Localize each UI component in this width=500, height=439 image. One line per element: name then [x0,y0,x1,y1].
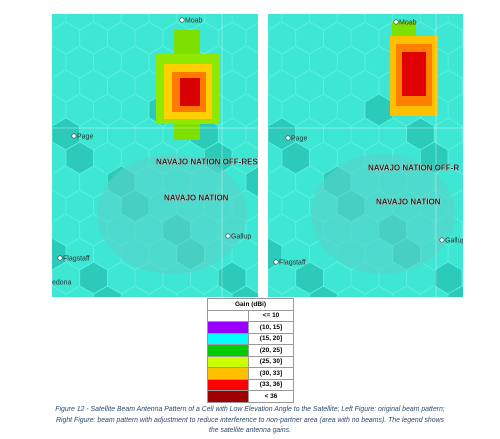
legend-label: (10, 15] [248,321,294,334]
region-label: NAVAJO NATION [376,198,441,207]
hex-cell [245,262,258,294]
hex-cell [461,268,463,288]
caption-line: the satellite antenna gains. [209,427,291,434]
hex-cell [245,118,258,150]
city-dot [285,135,291,141]
legend-title: Gain (dBi) [207,298,294,311]
caption-line: Right Figure: beam pattern with adjustme… [56,416,444,424]
city-label: Page [77,134,93,141]
hex-cell [245,22,258,54]
city-dot [57,255,63,261]
hex-cell [231,285,258,297]
map-right: Moab Page NAVAJO NATION OFF-R NAVAJO NATION… [268,14,463,297]
legend-swatch [207,344,249,357]
hex-cell [447,285,463,297]
city-label: Gallup [445,238,463,245]
hex-cell [461,220,463,240]
caption-line: Figure 12 - Satellite Beam Antenna Patte… [55,406,445,413]
city-dot [71,133,77,139]
city-dot [439,237,445,243]
legend-label: (33, 36] [248,378,294,391]
city-dot [273,259,279,265]
legend-swatch [207,390,249,403]
legend-label: <= 10 [248,309,294,322]
legend-swatch [207,367,249,380]
legend-swatch [207,378,249,391]
city-dot [225,233,231,239]
city-label: Flagstaff [63,256,90,263]
legend-swatch [207,321,249,334]
map-left: Moab Page NAVAJO NATION OFF-RES NAVAJO NATI… [52,14,258,297]
hex-cell [245,166,258,198]
legend-label: < 36 [248,390,294,403]
region-label: NAVAJO NATION OFF-R [368,164,459,173]
region-label: NAVAJO NATION OFF-RES [156,158,258,167]
hex-cell [461,172,463,192]
legend: Gain (dBi) <= 10 (10, 15] (15, 20] (20, 25]… [207,298,294,403]
city-dot [179,17,185,23]
city-label: Moab [185,18,203,25]
city-label: Gallup [231,234,251,241]
city-label: Page [291,136,307,143]
city-label: Moab [399,20,417,27]
legend-swatch [207,355,249,368]
city-dot [393,19,399,25]
legend-label: (15, 20] [248,332,294,345]
hex-cell [461,124,463,144]
city-label: edona [52,280,72,287]
region-label: NAVAJO NATION [164,194,229,203]
legend-label: (30, 33] [248,367,294,380]
city-label: Flagstaff [279,260,306,267]
legend-label: (25, 30] [248,355,294,368]
legend-label: (20, 25] [248,344,294,357]
caption: Figure 12 - Satellite Beam Antenna Patte… [0,405,500,437]
hex-cell [461,76,463,96]
legend-swatch [207,309,249,322]
hex-cell [245,70,258,102]
legend-swatch [207,332,249,345]
hex-cell [461,28,463,48]
